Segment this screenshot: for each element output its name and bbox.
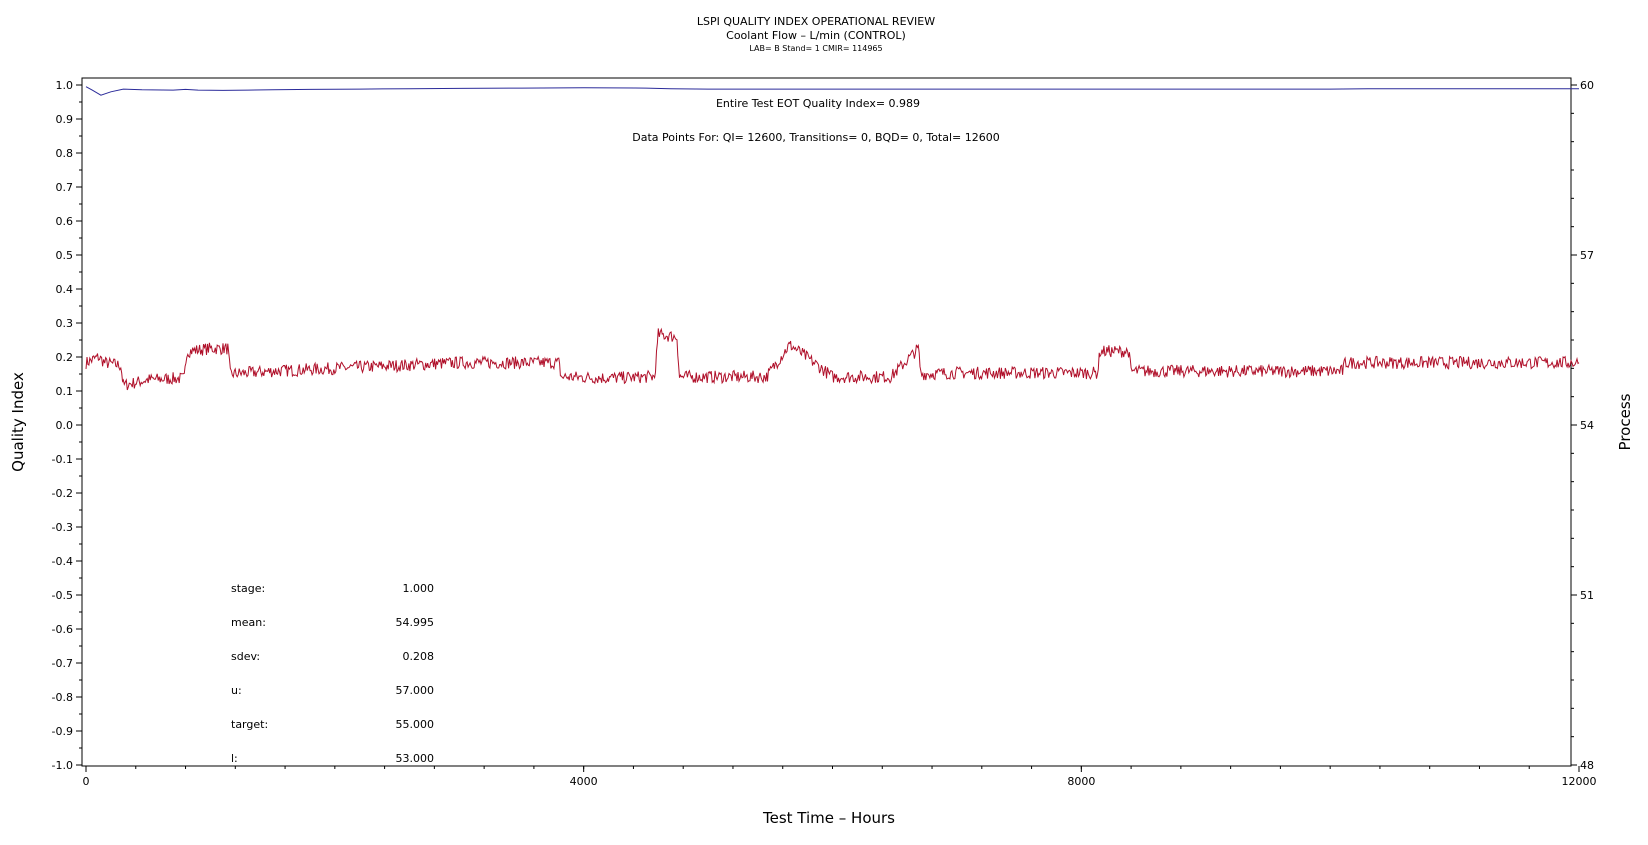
x-tick-label: 0 xyxy=(83,775,90,788)
y-left-tick-label: -0.4 xyxy=(52,555,73,568)
y-left-tick-label: 0.8 xyxy=(56,147,74,160)
series-layer xyxy=(85,86,1580,391)
y-left-tick-label: -0.2 xyxy=(52,487,73,500)
y-left-tick-label: 0.4 xyxy=(56,283,74,296)
x-tick-label: 12000 xyxy=(1562,775,1597,788)
y-left-tick-label: 0.5 xyxy=(56,249,74,262)
y-axis-left-label: Quality Index xyxy=(9,372,27,472)
y-right-tick-label: 60 xyxy=(1580,79,1594,92)
stat-label: l: xyxy=(231,752,238,765)
y-left-tick-label: 0.7 xyxy=(56,181,74,194)
y-left-tick-label: -0.9 xyxy=(52,725,73,738)
chart-subtitle-lab: LAB= B Stand= 1 CMIR= 114965 xyxy=(749,44,882,53)
stat-label: target: xyxy=(231,718,268,731)
stats-table: stage: 1.000 mean: 54.995 sdev: 0.208 u:… xyxy=(231,582,434,765)
right-axis-ticks: 60 57 54 51 48 xyxy=(1571,79,1594,772)
y-left-tick-label: 0.3 xyxy=(56,317,74,330)
stat-value: 55.000 xyxy=(396,718,435,731)
y-left-tick-label: -0.8 xyxy=(52,691,73,704)
y-left-tick-label: 0.0 xyxy=(56,419,74,432)
plot-frame xyxy=(81,77,1572,767)
y-left-tick-label: 0.6 xyxy=(56,215,74,228)
chart-title: LSPI QUALITY INDEX OPERATIONAL REVIEW xyxy=(697,15,935,28)
y-right-tick-label: 54 xyxy=(1580,419,1594,432)
stat-value: 53.000 xyxy=(396,752,435,765)
y-left-tick-label: 0.1 xyxy=(56,385,74,398)
x-tick-label: 8000 xyxy=(1067,775,1095,788)
stat-value: 54.995 xyxy=(396,616,435,629)
y-left-tick-label: 0.2 xyxy=(56,351,74,364)
stat-value: 1.000 xyxy=(403,582,435,595)
stat-value: 57.000 xyxy=(396,684,435,697)
quality-index-series-line xyxy=(85,86,1579,96)
y-left-tick-label: -0.6 xyxy=(52,623,73,636)
stat-label: stage: xyxy=(231,582,265,595)
y-axis-right-label: Process xyxy=(1616,393,1634,450)
y-right-tick-label: 57 xyxy=(1580,249,1594,262)
x-tick-label: 4000 xyxy=(570,775,598,788)
eot-quality-index-annotation: Entire Test EOT Quality Index= 0.989 xyxy=(716,97,920,110)
chart-subtitle: Coolant Flow – L/min (CONTROL) xyxy=(726,29,906,42)
left-axis-ticks: 1.0 0.9 0.8 0.7 0.6 0.5 0.4 0.3 0.2 0.1 0.0 -0.1 -0.… xyxy=(52,79,82,772)
x-axis-label: Test Time – Hours xyxy=(762,809,895,827)
stat-label: mean: xyxy=(231,616,266,629)
stat-label: u: xyxy=(231,684,242,697)
y-right-tick-label: 51 xyxy=(1580,589,1594,602)
y-right-tick-label: 48 xyxy=(1580,759,1594,772)
y-left-tick-label: -1.0 xyxy=(52,759,73,772)
y-left-tick-label: 1.0 xyxy=(56,79,74,92)
bottom-axis-ticks: 0 4000 8000 12000 xyxy=(83,766,1597,788)
y-left-tick-label: -0.5 xyxy=(52,589,73,602)
y-left-tick-label: -0.3 xyxy=(52,521,73,534)
process-series-line xyxy=(85,327,1580,391)
y-left-tick-label: 0.9 xyxy=(56,113,74,126)
y-left-tick-label: -0.1 xyxy=(52,453,73,466)
y-left-tick-label: -0.7 xyxy=(52,657,73,670)
data-points-annotation: Data Points For: QI= 12600, Transitions=… xyxy=(632,131,1000,144)
stat-value: 0.208 xyxy=(403,650,435,663)
stat-label: sdev: xyxy=(231,650,260,663)
